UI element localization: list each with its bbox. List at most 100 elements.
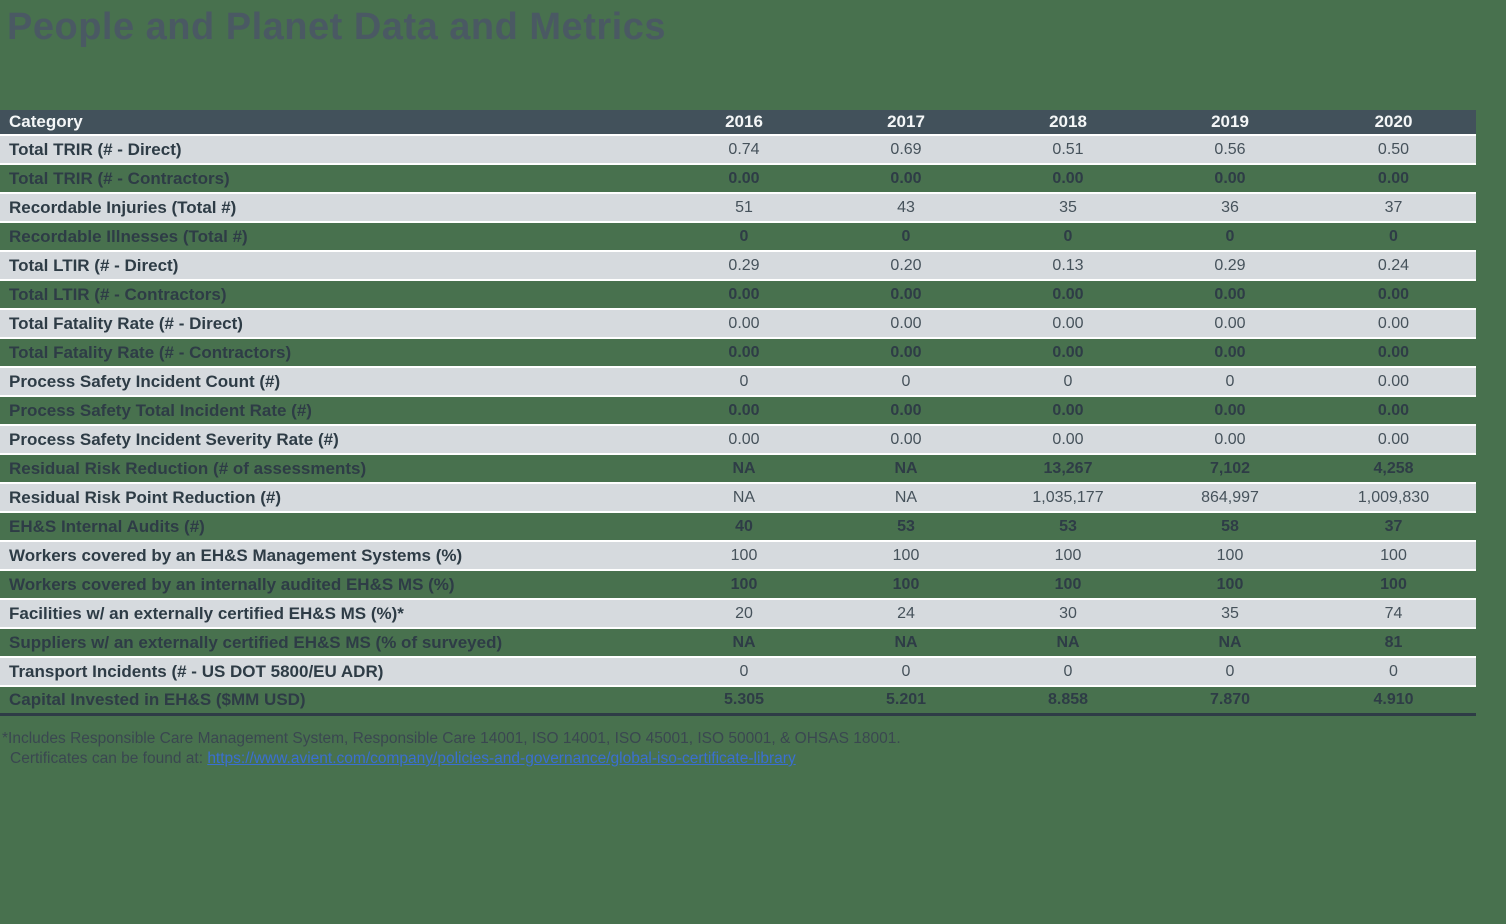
row-value-cell: 0.00 — [663, 397, 825, 426]
row-category-label: Facilities w/ an externally certified EH… — [0, 600, 663, 629]
row-value-cell: 0.00 — [1311, 426, 1476, 455]
row-value-cell: 0.00 — [1149, 339, 1311, 368]
table-row: Process Safety Incident Count (#) 0 0 0 0 0.0… — [0, 368, 1476, 397]
row-value-cell: 0.00 — [987, 397, 1149, 426]
row-value-cell: 0.00 — [825, 165, 987, 194]
table-body: Total TRIR (# - Direct) 0.74 0.69 0.51 0.56 0… — [0, 136, 1476, 716]
row-category-label: Total TRIR (# - Direct) — [0, 136, 663, 165]
table-row: Facilities w/ an externally certified EH… — [0, 600, 1476, 629]
footnote-line2-prefix: Certificates can be found at: — [10, 750, 208, 767]
row-value-cell: 0.00 — [825, 310, 987, 339]
row-value-cell: NA — [663, 484, 825, 513]
row-value-cell: 0.29 — [663, 252, 825, 281]
row-value-cell: 0.74 — [663, 136, 825, 165]
row-value-cell: NA — [825, 484, 987, 513]
row-value-cell: 0.00 — [987, 339, 1149, 368]
row-value-cell: 4,258 — [1311, 455, 1476, 484]
row-value-cell: 0.00 — [987, 426, 1149, 455]
row-value-cell: 0 — [987, 223, 1149, 252]
table-row: Residual Risk Reduction (# of assessment… — [0, 455, 1476, 484]
row-value-cell: 0.00 — [1149, 281, 1311, 310]
row-category-label: Recordable Injuries (Total #) — [0, 194, 663, 223]
row-value-cell: 53 — [825, 513, 987, 542]
row-value-cell: 0.00 — [1149, 397, 1311, 426]
page-title: People and Planet Data and Metrics — [7, 6, 666, 48]
row-value-cell: 0 — [1149, 368, 1311, 397]
row-value-cell: NA — [663, 455, 825, 484]
row-value-cell: 5.201 — [825, 687, 987, 716]
row-value-cell: 0.00 — [1311, 397, 1476, 426]
table-row: Total Fatality Rate (# - Direct) 0.00 0.00… — [0, 310, 1476, 339]
row-category-label: Suppliers w/ an externally certified EH&… — [0, 629, 663, 658]
table-row: Transport Incidents (# - US DOT 5800/EU … — [0, 658, 1476, 687]
row-value-cell: NA — [1149, 629, 1311, 658]
table-row: Total Fatality Rate (# - Contractors) 0.0… — [0, 339, 1476, 368]
row-value-cell: 100 — [825, 571, 987, 600]
table-row: Residual Risk Point Reduction (#) NA NA 1,0… — [0, 484, 1476, 513]
table-row: Workers covered by an internally audited… — [0, 571, 1476, 600]
row-value-cell: 0.29 — [1149, 252, 1311, 281]
row-value-cell: 40 — [663, 513, 825, 542]
row-value-cell: 0.00 — [663, 426, 825, 455]
row-value-cell: 74 — [1311, 600, 1476, 629]
row-category-label: Total Fatality Rate (# - Direct) — [0, 310, 663, 339]
row-value-cell: 0 — [663, 368, 825, 397]
row-value-cell: NA — [825, 455, 987, 484]
footnote-line1: *Includes Responsible Care Management Sy… — [2, 730, 901, 747]
row-value-cell: 0.00 — [987, 165, 1149, 194]
row-value-cell: 100 — [663, 542, 825, 571]
row-value-cell: 0 — [825, 658, 987, 687]
column-header-2019: 2019 — [1149, 110, 1311, 136]
row-value-cell: 0.00 — [663, 165, 825, 194]
table-row: Recordable Illnesses (Total #) 0 0 0 0 0 — [0, 223, 1476, 252]
row-value-cell: 0.00 — [1149, 310, 1311, 339]
column-header-2017: 2017 — [825, 110, 987, 136]
row-value-cell: 0.00 — [1311, 165, 1476, 194]
row-value-cell: 0 — [1311, 658, 1476, 687]
certificate-library-link[interactable]: https://www.avient.com/company/policies-… — [207, 750, 796, 767]
row-value-cell: 100 — [663, 571, 825, 600]
column-header-category: Category — [0, 110, 663, 136]
row-category-label: Total Fatality Rate (# - Contractors) — [0, 339, 663, 368]
table-row: Suppliers w/ an externally certified EH&… — [0, 629, 1476, 658]
row-value-cell: 0.00 — [987, 310, 1149, 339]
table-row: Workers covered by an EH&S Management Sy… — [0, 542, 1476, 571]
row-value-cell: 7,102 — [1149, 455, 1311, 484]
row-value-cell: 0.20 — [825, 252, 987, 281]
row-value-cell: 100 — [825, 542, 987, 571]
row-category-label: Total TRIR (# - Contractors) — [0, 165, 663, 194]
row-value-cell: 864,997 — [1149, 484, 1311, 513]
row-value-cell: 43 — [825, 194, 987, 223]
row-value-cell: 0.13 — [987, 252, 1149, 281]
row-value-cell: 81 — [1311, 629, 1476, 658]
row-value-cell: 30 — [987, 600, 1149, 629]
row-value-cell: NA — [987, 629, 1149, 658]
row-value-cell: 0.00 — [987, 281, 1149, 310]
row-value-cell: 0.00 — [825, 339, 987, 368]
row-value-cell: 100 — [1149, 542, 1311, 571]
row-category-label: Residual Risk Point Reduction (#) — [0, 484, 663, 513]
row-category-label: Workers covered by an EH&S Management Sy… — [0, 542, 663, 571]
row-value-cell: 0 — [987, 658, 1149, 687]
row-category-label: Process Safety Total Incident Rate (#) — [0, 397, 663, 426]
row-value-cell: 0.00 — [1311, 281, 1476, 310]
row-value-cell: 0.00 — [825, 397, 987, 426]
row-value-cell: 7.870 — [1149, 687, 1311, 716]
row-value-cell: 5.305 — [663, 687, 825, 716]
row-value-cell: 1,035,177 — [987, 484, 1149, 513]
row-value-cell: 36 — [1149, 194, 1311, 223]
row-value-cell: 0.00 — [663, 281, 825, 310]
row-value-cell: 0 — [663, 658, 825, 687]
row-category-label: Total LTIR (# - Contractors) — [0, 281, 663, 310]
row-value-cell: 37 — [1311, 513, 1476, 542]
row-value-cell: 100 — [1311, 571, 1476, 600]
row-value-cell: 100 — [987, 542, 1149, 571]
header-row: Category 2016 2017 2018 2019 2020 — [0, 110, 1476, 136]
row-value-cell: 4.910 — [1311, 687, 1476, 716]
row-value-cell: 0 — [1149, 223, 1311, 252]
row-value-cell: 24 — [825, 600, 987, 629]
row-category-label: Capital Invested in EH&S ($MM USD) — [0, 687, 663, 716]
row-value-cell: 1,009,830 — [1311, 484, 1476, 513]
row-value-cell: 58 — [1149, 513, 1311, 542]
row-value-cell: 53 — [987, 513, 1149, 542]
